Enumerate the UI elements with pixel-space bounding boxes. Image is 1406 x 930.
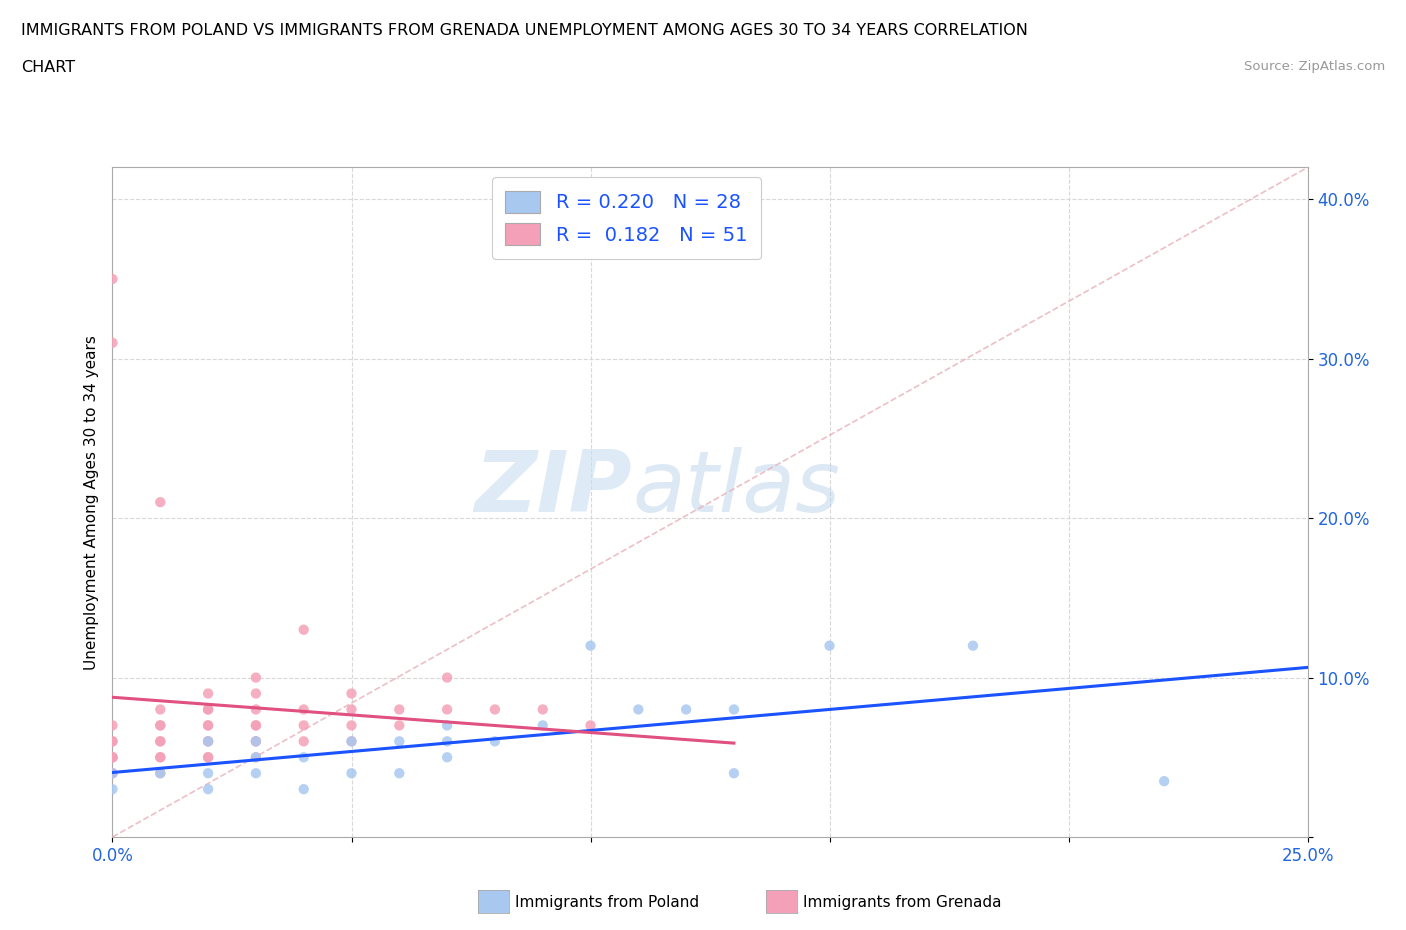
Point xyxy=(149,750,172,764)
Point xyxy=(245,702,267,717)
Point xyxy=(292,782,315,797)
Point xyxy=(149,718,172,733)
Point xyxy=(340,718,363,733)
Point xyxy=(245,734,267,749)
Point xyxy=(436,671,458,685)
Point xyxy=(101,718,124,733)
Point xyxy=(101,782,124,797)
Point xyxy=(436,734,458,749)
Point xyxy=(436,750,458,764)
Point xyxy=(197,734,219,749)
Point xyxy=(292,750,315,764)
Point xyxy=(818,638,841,653)
Point xyxy=(149,734,172,749)
Text: atlas: atlas xyxy=(633,447,841,530)
Point xyxy=(292,622,315,637)
Point xyxy=(675,702,697,717)
Point xyxy=(149,734,172,749)
Point xyxy=(101,734,124,749)
Point xyxy=(388,702,411,717)
Point xyxy=(197,718,219,733)
Point xyxy=(292,702,315,717)
Point xyxy=(101,765,124,780)
Point xyxy=(101,750,124,764)
Point xyxy=(723,702,745,717)
Point xyxy=(197,702,219,717)
Point xyxy=(101,765,124,780)
Point xyxy=(292,718,315,733)
Point xyxy=(101,734,124,749)
Text: IMMIGRANTS FROM POLAND VS IMMIGRANTS FROM GRENADA UNEMPLOYMENT AMONG AGES 30 TO : IMMIGRANTS FROM POLAND VS IMMIGRANTS FRO… xyxy=(21,23,1028,38)
Point xyxy=(484,702,506,717)
Y-axis label: Unemployment Among Ages 30 to 34 years: Unemployment Among Ages 30 to 34 years xyxy=(83,335,98,670)
Point xyxy=(340,686,363,701)
Point xyxy=(197,702,219,717)
Point xyxy=(245,718,267,733)
Point xyxy=(245,686,267,701)
Point xyxy=(436,702,458,717)
Point xyxy=(292,734,315,749)
Point xyxy=(197,750,219,764)
Point xyxy=(1153,774,1175,789)
Point xyxy=(723,765,745,780)
Point xyxy=(245,734,267,749)
Point xyxy=(340,734,363,749)
Point xyxy=(340,702,363,717)
Point xyxy=(101,765,124,780)
Point xyxy=(579,718,602,733)
Point xyxy=(101,272,124,286)
Point xyxy=(388,765,411,780)
Point xyxy=(101,336,124,351)
Point xyxy=(197,686,219,701)
Point xyxy=(149,495,172,510)
Point xyxy=(245,750,267,764)
Point xyxy=(197,734,219,749)
Text: Immigrants from Poland: Immigrants from Poland xyxy=(515,895,699,910)
Point xyxy=(245,718,267,733)
Point xyxy=(388,718,411,733)
Point xyxy=(149,702,172,717)
Point xyxy=(197,765,219,780)
Point xyxy=(101,750,124,764)
Point xyxy=(197,718,219,733)
Point xyxy=(245,750,267,764)
Point xyxy=(149,765,172,780)
Text: Immigrants from Grenada: Immigrants from Grenada xyxy=(803,895,1001,910)
Text: CHART: CHART xyxy=(21,60,75,75)
Point xyxy=(149,765,172,780)
Point xyxy=(627,702,650,717)
Point xyxy=(579,638,602,653)
Point xyxy=(531,718,554,733)
Point xyxy=(484,734,506,749)
Point xyxy=(340,734,363,749)
Point xyxy=(388,734,411,749)
Point xyxy=(531,702,554,717)
Text: ZIP: ZIP xyxy=(475,447,633,530)
Text: Source: ZipAtlas.com: Source: ZipAtlas.com xyxy=(1244,60,1385,73)
Point xyxy=(149,750,172,764)
Point xyxy=(197,734,219,749)
Point xyxy=(436,718,458,733)
Point xyxy=(245,765,267,780)
Point xyxy=(101,750,124,764)
Point xyxy=(197,782,219,797)
Point xyxy=(245,671,267,685)
Legend: R = 0.220   N = 28, R =  0.182   N = 51: R = 0.220 N = 28, R = 0.182 N = 51 xyxy=(492,177,761,259)
Point xyxy=(340,765,363,780)
Point xyxy=(245,734,267,749)
Point xyxy=(962,638,984,653)
Point xyxy=(197,750,219,764)
Point xyxy=(149,718,172,733)
